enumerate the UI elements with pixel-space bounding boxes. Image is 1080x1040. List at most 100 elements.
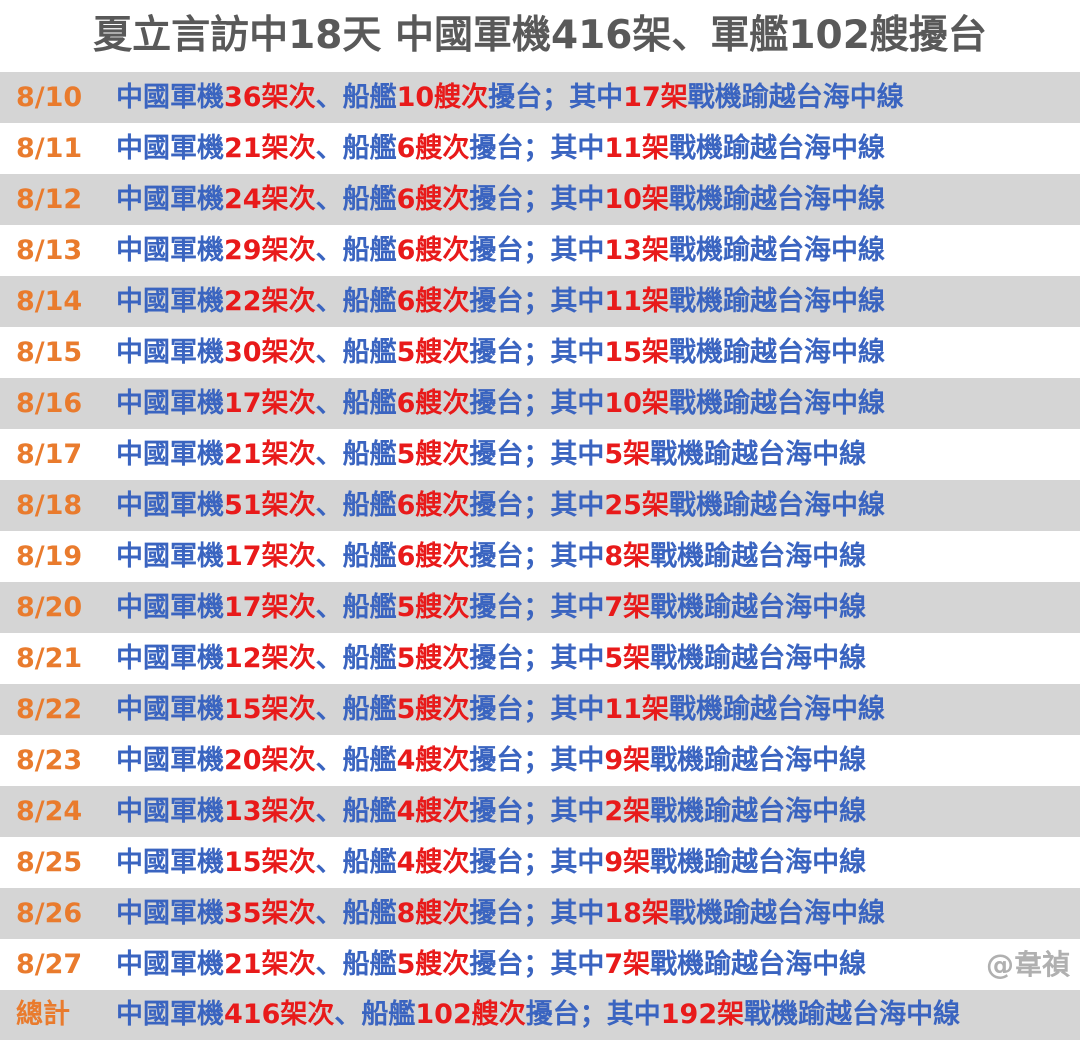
text-harass: 擾台；其中: [469, 541, 605, 572]
list-item: 8/20 中國軍機17架次、船艦5艘次擾台；其中7架戰機踰越台海中線: [0, 582, 1080, 633]
crossed-count: 2架: [604, 796, 651, 827]
text-harass: 擾台；其中: [469, 439, 605, 470]
row-date: 8/16: [16, 388, 83, 419]
text-median-line: 戰機踰越台海中線: [650, 541, 867, 572]
row-description: 中國軍機416架次、船艦102艘次擾台；其中192架戰機踰越台海中線: [116, 990, 960, 1040]
row-date: 8/18: [16, 490, 83, 521]
list-item: 8/19 中國軍機17架次、船艦6艘次擾台；其中8架戰機踰越台海中線: [0, 531, 1080, 582]
row-description: 中國軍機13架次、船艦4艘次擾台；其中2架戰機踰越台海中線: [116, 786, 866, 837]
text-ships-label: 、船艦: [315, 694, 397, 725]
text-ships-label: 、船艦: [315, 286, 397, 317]
row-description: 中國軍機17架次、船艦6艘次擾台；其中10架戰機踰越台海中線: [116, 378, 885, 429]
aircraft-count: 51架次: [224, 490, 316, 521]
text-harass: 擾台；其中: [469, 694, 605, 725]
aircraft-count: 22架次: [224, 286, 316, 317]
text-prefix: 中國軍機: [116, 745, 224, 776]
list-item: 8/22 中國軍機15架次、船艦5艘次擾台；其中11架戰機踰越台海中線: [0, 684, 1080, 735]
row-date: 8/23: [16, 745, 83, 776]
text-harass: 擾台；其中: [469, 133, 605, 164]
text-median-line: 戰機踰越台海中線: [650, 796, 867, 827]
row-date: 8/10: [16, 82, 83, 113]
text-harass: 擾台；其中: [469, 643, 605, 674]
row-description: 中國軍機15架次、船艦4艘次擾台；其中9架戰機踰越台海中線: [116, 837, 866, 888]
text-prefix: 中國軍機: [116, 847, 224, 878]
text-ships-label: 、船艦: [315, 796, 397, 827]
row-description: 中國軍機15架次、船艦5艘次擾台；其中11架戰機踰越台海中線: [116, 684, 885, 735]
ship-count: 5艘次: [396, 439, 470, 470]
row-date: 8/19: [16, 541, 83, 572]
ship-count: 5艘次: [396, 949, 470, 980]
crossed-count: 8架: [604, 541, 651, 572]
text-ships-label: 、船艦: [315, 184, 397, 215]
crossed-count: 192架: [660, 999, 745, 1030]
list-item: 8/10 中國軍機36架次、船艦10艘次擾台；其中17架戰機踰越台海中線: [0, 72, 1080, 123]
ship-count: 5艘次: [396, 337, 470, 368]
text-harass: 擾台；其中: [488, 82, 624, 113]
text-harass: 擾台；其中: [469, 235, 605, 266]
aircraft-count: 12架次: [224, 643, 316, 674]
row-date: 8/17: [16, 439, 83, 470]
text-median-line: 戰機踰越台海中線: [650, 643, 867, 674]
aircraft-count: 17架次: [224, 541, 316, 572]
text-prefix: 中國軍機: [116, 541, 224, 572]
crossed-count: 11架: [604, 133, 669, 164]
text-median-line: 戰機踰越台海中線: [650, 592, 867, 623]
text-harass: 擾台；其中: [469, 286, 605, 317]
crossed-count: 7架: [604, 949, 651, 980]
aircraft-count: 21架次: [224, 949, 316, 980]
text-harass: 擾台；其中: [469, 184, 605, 215]
row-description: 中國軍機30架次、船艦5艘次擾台；其中15架戰機踰越台海中線: [116, 327, 885, 378]
list-item: 8/11 中國軍機21架次、船艦6艘次擾台；其中11架戰機踰越台海中線: [0, 123, 1080, 174]
text-harass: 擾台；其中: [469, 847, 605, 878]
row-date: 8/26: [16, 898, 83, 929]
row-date: 8/20: [16, 592, 83, 623]
text-harass: 擾台；其中: [469, 592, 605, 623]
crossed-count: 11架: [604, 286, 669, 317]
aircraft-count: 15架次: [224, 694, 316, 725]
text-harass: 擾台；其中: [469, 796, 605, 827]
crossed-count: 10架: [604, 388, 669, 419]
ship-count: 6艘次: [396, 541, 470, 572]
aircraft-count: 13架次: [224, 796, 316, 827]
page-title: 夏立言訪中18天 中國軍機416架、軍艦102艘擾台: [93, 13, 987, 58]
crossed-count: 9架: [604, 745, 651, 776]
text-ships-label: 、船艦: [315, 439, 397, 470]
text-median-line: 戰機踰越台海中線: [668, 694, 885, 725]
text-prefix: 中國軍機: [116, 592, 224, 623]
text-ships-label: 、船艦: [334, 999, 416, 1030]
aircraft-count: 35架次: [224, 898, 316, 929]
text-ships-label: 、船艦: [315, 388, 397, 419]
crossed-count: 5架: [604, 439, 651, 470]
row-description: 中國軍機21架次、船艦5艘次擾台；其中5架戰機踰越台海中線: [116, 429, 866, 480]
text-median-line: 戰機踰越台海中線: [668, 184, 885, 215]
list-item: 8/12 中國軍機24架次、船艦6艘次擾台；其中10架戰機踰越台海中線: [0, 174, 1080, 225]
aircraft-count: 15架次: [224, 847, 316, 878]
row-description: 中國軍機22架次、船艦6艘次擾台；其中11架戰機踰越台海中線: [116, 276, 885, 327]
text-median-line: 戰機踰越台海中線: [668, 286, 885, 317]
text-prefix: 中國軍機: [116, 133, 224, 164]
list-item: 8/17 中國軍機21架次、船艦5艘次擾台；其中5架戰機踰越台海中線: [0, 429, 1080, 480]
text-prefix: 中國軍機: [116, 643, 224, 674]
text-harass: 擾台；其中: [469, 898, 605, 929]
aircraft-count: 21架次: [224, 133, 316, 164]
aircraft-count: 21架次: [224, 439, 316, 470]
aircraft-count: 416架次: [224, 999, 335, 1030]
row-date: 8/12: [16, 184, 83, 215]
text-ships-label: 、船艦: [315, 541, 397, 572]
row-date: 8/11: [16, 133, 83, 164]
text-median-line: 戰機踰越台海中線: [668, 235, 885, 266]
text-prefix: 中國軍機: [116, 490, 224, 521]
crossed-count: 15架: [604, 337, 669, 368]
text-median-line: 戰機踰越台海中線: [650, 439, 867, 470]
text-ships-label: 、船艦: [315, 949, 397, 980]
text-ships-label: 、船艦: [315, 643, 397, 674]
aircraft-count: 30架次: [224, 337, 316, 368]
ship-count: 6艘次: [396, 286, 470, 317]
crossed-count: 10架: [604, 184, 669, 215]
row-date: 8/27: [16, 949, 83, 980]
row-description: 中國軍機24架次、船艦6艘次擾台；其中10架戰機踰越台海中線: [116, 174, 885, 225]
ship-count: 4艘次: [396, 796, 470, 827]
text-harass: 擾台；其中: [525, 999, 661, 1030]
ship-count: 6艘次: [396, 388, 470, 419]
